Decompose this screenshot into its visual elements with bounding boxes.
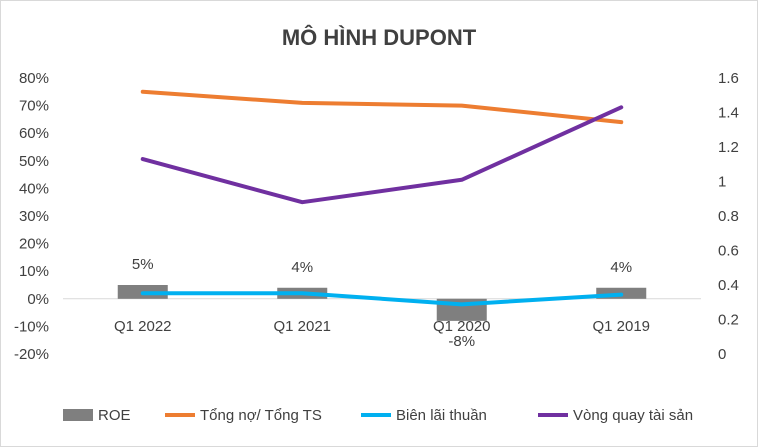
right-tick-label: 0.8 — [718, 208, 739, 225]
left-tick-label: 0% — [27, 291, 49, 308]
right-tick-label: 1 — [718, 174, 726, 191]
left-tick-label: 50% — [19, 153, 49, 170]
right-tick-label: 1.4 — [718, 105, 739, 122]
series-line — [140, 105, 624, 205]
left-tick-label: -20% — [14, 346, 49, 363]
left-tick-label: 20% — [19, 236, 49, 253]
category-label: Q1 2020 — [433, 318, 491, 335]
legend-label: ROE — [98, 407, 131, 424]
legend-swatch — [63, 409, 93, 421]
left-tick-label: -10% — [14, 318, 49, 335]
category-label: Q1 2019 — [592, 318, 650, 335]
right-tick-label: 0.6 — [718, 243, 739, 260]
legend: ROE Tổng nợ/ Tổng TS Biên lãi thuần Vòng qu… — [63, 407, 693, 424]
roe-data-label: 4% — [291, 259, 313, 276]
right-tick-label: 0.2 — [718, 312, 739, 329]
right-tick-label: 0 — [718, 346, 726, 363]
roe-data-label: 4% — [610, 259, 632, 276]
right-tick-label: 1.2 — [718, 139, 739, 156]
roe-data-label: -8% — [448, 333, 475, 350]
series-lines — [140, 89, 624, 307]
legend-label: Tổng nợ/ Tổng TS — [200, 407, 322, 424]
right-tick-label: 1.6 — [718, 70, 739, 87]
roe-data-label: 5% — [132, 256, 154, 273]
left-tick-label: 40% — [19, 180, 49, 197]
legend-label: Biên lãi thuần — [396, 407, 487, 424]
left-tick-label: 60% — [19, 125, 49, 142]
series-line — [140, 89, 624, 125]
right-tick-label: 0.4 — [718, 277, 739, 294]
legend-label: Vòng quay tài sản — [573, 407, 693, 424]
left-tick-label: 70% — [19, 98, 49, 115]
data-labels: 5% 4% -8% 4% — [132, 256, 632, 350]
left-axis: -20% -10% 0% 10% 20% 30% 40% 50% 60% 70% 80% — [14, 70, 49, 363]
left-tick-label: 10% — [19, 263, 49, 280]
chart-title: MÔ HÌNH DUPONT — [282, 25, 477, 50]
category-axis: Q1 2022 Q1 2021 Q1 2020 Q1 2019 — [114, 318, 650, 335]
roe-bars — [117, 285, 647, 321]
category-label: Q1 2022 — [114, 318, 172, 335]
left-tick-label: 80% — [19, 70, 49, 87]
right-axis: 0 0.2 0.4 0.6 0.8 1 1.2 1.4 1.6 — [718, 70, 739, 363]
series-line — [140, 291, 624, 307]
category-label: Q1 2021 — [273, 318, 331, 335]
left-tick-label: 30% — [19, 208, 49, 225]
